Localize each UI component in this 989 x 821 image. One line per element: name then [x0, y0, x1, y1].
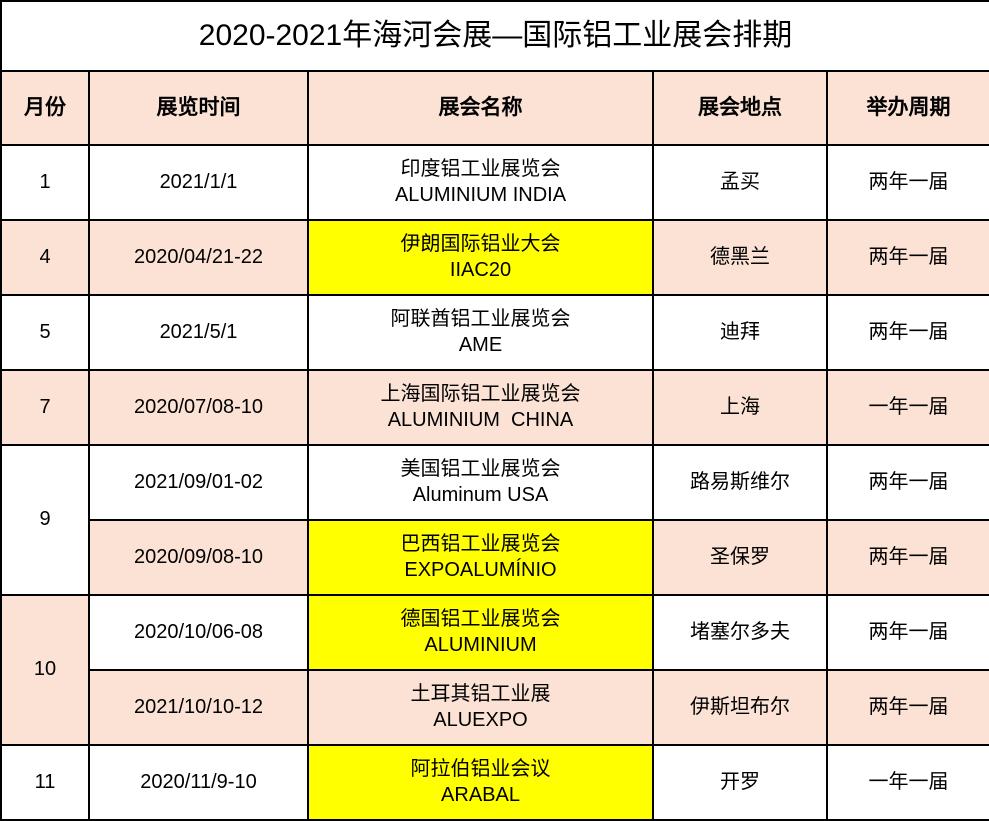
exhibition-name-cn: 阿拉伯铝业会议	[410, 757, 551, 780]
exhibition-name-cn: 德国铝工业展览会	[400, 607, 561, 630]
cell-date: 2021/09/01-02	[88, 444, 309, 521]
cell-cycle: 两年一届	[826, 444, 989, 521]
cell-exhibition-name: 美国铝工业展览会 Aluminum USA	[307, 444, 654, 521]
exhibition-name-en: ARABAL	[441, 783, 520, 806]
cell-month: 10	[0, 594, 90, 746]
exhibition-name-cn: 阿联酋铝工业展览会	[390, 307, 571, 330]
table-row: 2020/09/08-10 巴西铝工业展览会 EXPOALUMÍNIO 圣保罗 两年一届	[1, 519, 989, 596]
exhibition-name-cn: 印度铝工业展览会	[400, 157, 561, 180]
table-header-row: 月份 展览时间 展会名称 展会地点 举办周期	[0, 70, 989, 146]
table-row: 4 2020/04/21-22 伊朗国际铝业大会 IIAC20 德黑兰 两年一届	[0, 219, 989, 296]
cell-date: 2021/10/10-12	[88, 669, 309, 746]
cell-exhibition-name: 伊朗国际铝业大会 IIAC20	[307, 219, 654, 296]
table-row: 7 2020/07/08-10 上海国际铝工业展览会 ALUMINIUM CHINA 上…	[0, 369, 989, 446]
cell-cycle: 一年一届	[826, 744, 989, 821]
cell-cycle: 两年一届	[826, 594, 989, 671]
cell-cycle: 两年一届	[826, 669, 989, 746]
cell-location: 上海	[652, 369, 828, 446]
exhibition-name-cn: 伊朗国际铝业大会	[400, 232, 561, 255]
cell-exhibition-name: 阿拉伯铝业会议 ARABAL	[307, 744, 654, 821]
cell-exhibition-name: 上海国际铝工业展览会 ALUMINIUM CHINA	[307, 369, 654, 446]
cell-cycle: 两年一届	[826, 219, 989, 296]
cell-cycle: 两年一届	[826, 144, 989, 221]
cell-date: 2020/09/08-10	[88, 519, 309, 596]
cell-location: 路易斯维尔	[652, 444, 828, 521]
exhibition-name-en: ALUMINIUM CHINA	[387, 408, 574, 431]
table-row: 2021/10/10-12 土耳其铝工业展 ALUEXPO 伊斯坦布尔 两年一届	[1, 669, 989, 746]
table-row: 11 2020/11/9-10 阿拉伯铝业会议 ARABAL 开罗 一年一届	[0, 744, 989, 821]
cell-month: 5	[0, 294, 90, 371]
table-row: 9 2021/09/01-02 美国铝工业展览会 Aluminum USA 路易斯维尔两…	[0, 444, 989, 596]
column-header-date: 展览时间	[88, 70, 309, 146]
cell-date: 2020/10/06-08	[88, 594, 309, 671]
cell-cycle: 一年一届	[826, 369, 989, 446]
exhibition-name-en: IIAC20	[449, 258, 512, 281]
cell-location: 德黑兰	[652, 219, 828, 296]
cell-date: 2021/5/1	[88, 294, 309, 371]
table-row: 1 2021/1/1 印度铝工业展览会 ALUMINIUM INDIA 孟买 两年一届	[0, 144, 989, 221]
exhibition-name-cn: 土耳其铝工业展	[410, 682, 551, 705]
cell-location: 迪拜	[652, 294, 828, 371]
cell-date: 2021/1/1	[88, 144, 309, 221]
title-row: 2020-2021年海河会展—国际铝工业展会排期	[0, 0, 989, 72]
cell-exhibition-name: 土耳其铝工业展 ALUEXPO	[307, 669, 654, 746]
table-row: 5 2021/5/1 阿联酋铝工业展览会 AME 迪拜 两年一届	[0, 294, 989, 371]
column-header-month: 月份	[0, 70, 90, 146]
cell-location: 伊斯坦布尔	[652, 669, 828, 746]
cell-month: 4	[0, 219, 90, 296]
cell-date: 2020/11/9-10	[88, 744, 309, 821]
cell-exhibition-name: 印度铝工业展览会 ALUMINIUM INDIA	[307, 144, 654, 221]
cell-month: 7	[0, 369, 90, 446]
cell-month: 11	[0, 744, 90, 821]
cell-month: 1	[0, 144, 90, 221]
cell-cycle: 两年一届	[826, 519, 989, 596]
cell-location: 堵塞尔多夫	[652, 594, 828, 671]
exhibition-name-en: EXPOALUMÍNIO	[404, 558, 557, 581]
cell-location: 孟买	[652, 144, 828, 221]
cell-location: 开罗	[652, 744, 828, 821]
cell-date: 2020/04/21-22	[88, 219, 309, 296]
column-header-name: 展会名称	[307, 70, 654, 146]
cell-month: 9	[0, 444, 90, 596]
exhibition-name-cn: 美国铝工业展览会	[400, 457, 561, 480]
exhibition-name-en: AME	[458, 333, 503, 356]
exhibition-name-en: ALUEXPO	[433, 708, 528, 731]
cell-date: 2020/07/08-10	[88, 369, 309, 446]
exhibition-name-en: ALUMINIUM INDIA	[394, 183, 567, 206]
cell-location: 圣保罗	[652, 519, 828, 596]
column-header-cycle: 举办周期	[826, 70, 989, 146]
cell-exhibition-name: 阿联酋铝工业展览会 AME	[307, 294, 654, 371]
cell-exhibition-name: 德国铝工业展览会 ALUMINIUM	[307, 594, 654, 671]
exhibition-name-cn: 巴西铝工业展览会	[400, 532, 561, 555]
exhibition-name-cn: 上海国际铝工业展览会	[380, 382, 581, 405]
exhibition-name-en: ALUMINIUM	[424, 633, 537, 656]
column-header-place: 展会地点	[652, 70, 828, 146]
exhibition-name-en: Aluminum USA	[412, 483, 549, 506]
cell-cycle: 两年一届	[826, 294, 989, 371]
page-title: 2020-2021年海河会展—国际铝工业展会排期	[0, 0, 989, 72]
table-row: 10 2020/10/06-08 德国铝工业展览会 ALUMINIUM 堵塞尔多夫 两年一…	[0, 594, 989, 746]
cell-exhibition-name: 巴西铝工业展览会 EXPOALUMÍNIO	[307, 519, 654, 596]
